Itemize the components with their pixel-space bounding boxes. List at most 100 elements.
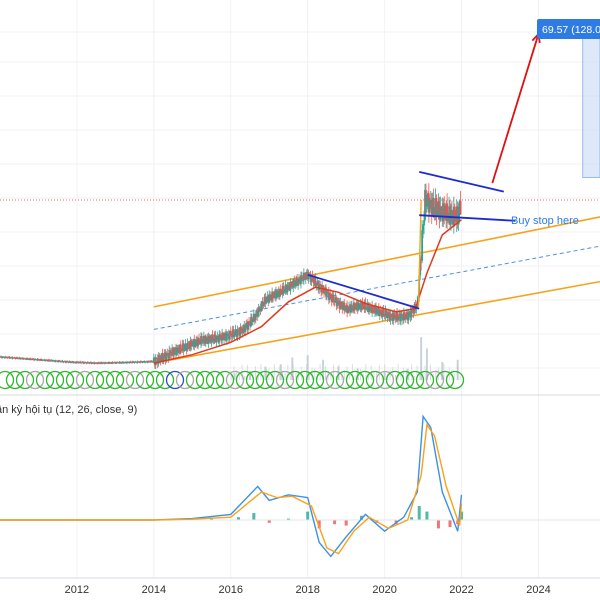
candle-body	[26, 358, 29, 360]
candle-body	[400, 313, 402, 322]
candle-body	[136, 361, 139, 363]
candle-body	[73, 361, 75, 363]
candle-body	[361, 301, 364, 306]
candle-body	[362, 305, 365, 309]
candle-body	[2, 356, 5, 358]
candle-body	[78, 361, 81, 363]
candle-body	[420, 258, 423, 261]
signal-circle	[215, 370, 235, 390]
signal-circle	[315, 370, 335, 390]
candle-body	[396, 312, 399, 321]
candle-body	[186, 342, 189, 351]
candle-body	[137, 361, 140, 363]
candle-body	[284, 284, 287, 291]
candle-body	[260, 301, 263, 312]
candle-body	[365, 307, 368, 310]
candle-body	[449, 206, 451, 225]
candle-body	[177, 348, 180, 354]
signal-circle	[115, 370, 135, 390]
candle-body	[453, 206, 456, 219]
candle-body	[247, 321, 249, 330]
candle-body	[314, 277, 317, 287]
candle-body	[6, 357, 9, 359]
candle-body	[155, 358, 158, 360]
candle-body	[187, 342, 190, 345]
candle-body	[153, 357, 156, 366]
candle-body	[447, 214, 449, 221]
candle-body	[229, 331, 232, 336]
candle-body	[94, 362, 97, 364]
volume-bar	[420, 337, 423, 380]
volume-bar	[454, 373, 456, 380]
target-arrow	[491, 33, 540, 184]
volume-bar	[405, 369, 407, 380]
histogram-bar	[286, 518, 290, 520]
candle-body	[369, 306, 372, 307]
candle-body	[106, 362, 109, 364]
candle-body	[26, 358, 28, 360]
candle-body	[146, 361, 149, 363]
candle-body	[410, 308, 413, 318]
signal-circle	[325, 370, 345, 390]
candle-body	[40, 359, 43, 361]
candle-body	[380, 310, 383, 317]
signal-circle	[5, 370, 25, 390]
candle-body	[98, 362, 100, 364]
candle-body	[443, 203, 446, 215]
candle-body	[8, 356, 11, 359]
candle-body	[37, 358, 40, 361]
candle-body	[436, 210, 439, 216]
candle-body	[47, 359, 49, 362]
volume-bar	[284, 372, 286, 380]
candle-body	[350, 304, 352, 313]
candle-body	[317, 281, 320, 291]
candle-body	[452, 206, 455, 225]
candle-body	[329, 293, 332, 297]
candle-body	[219, 334, 222, 339]
volume-bar	[341, 373, 343, 380]
candle-body	[230, 335, 233, 338]
candle-body	[433, 208, 436, 215]
candle-body	[426, 193, 429, 205]
candle-body	[38, 360, 41, 361]
candle-body	[405, 312, 408, 319]
volume-bar	[319, 364, 321, 380]
candle-body	[336, 301, 339, 306]
candle-body	[91, 363, 94, 364]
signal-circle	[335, 370, 355, 390]
candle-body	[65, 361, 68, 363]
candle-body	[64, 361, 67, 363]
candle-body	[446, 203, 449, 221]
candle-body	[205, 337, 208, 339]
candle-body	[80, 362, 83, 364]
candle-body	[165, 353, 168, 361]
candle-body	[132, 361, 135, 363]
candle-body	[277, 290, 280, 298]
candle-body	[96, 362, 99, 364]
candle-body	[387, 312, 390, 316]
candle-body	[92, 362, 95, 364]
signal-circle	[185, 370, 205, 390]
candle-body	[108, 362, 111, 364]
volume-bar	[392, 367, 394, 380]
candle-body	[301, 275, 303, 280]
candle-body	[21, 357, 24, 359]
candle-body	[118, 361, 121, 364]
candle-body	[454, 218, 457, 222]
candle-body	[175, 347, 177, 356]
candle-body	[76, 361, 78, 364]
candle-body	[148, 360, 150, 362]
candle-body	[288, 284, 291, 291]
candle-body	[234, 329, 237, 334]
volume-bar	[435, 369, 437, 380]
candle-body	[309, 275, 312, 282]
x-tick-label: 2024	[526, 584, 550, 596]
signal-circle	[125, 370, 145, 390]
candle-body	[304, 276, 307, 280]
candle-body	[147, 360, 149, 363]
candle-body	[51, 360, 54, 362]
candle-body	[366, 303, 369, 308]
candle-body	[459, 200, 462, 215]
volume-bar	[300, 366, 302, 380]
signal-circle	[95, 370, 115, 390]
